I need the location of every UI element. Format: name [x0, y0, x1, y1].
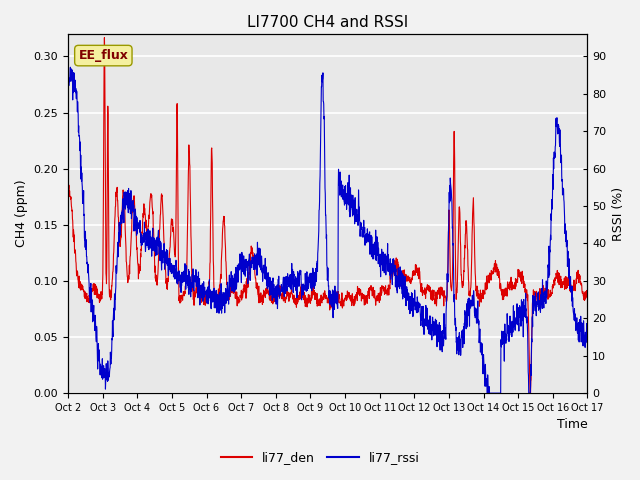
li77_den: [303, 304, 311, 310]
li77_rssi: [64, 91, 72, 97]
Line: li77_den: li77_den: [68, 37, 588, 393]
li77_den: [569, 286, 577, 291]
li77_rssi: [474, 319, 481, 324]
li77_den: [64, 184, 72, 190]
li77_rssi: [67, 64, 74, 70]
li77_den: [317, 295, 324, 300]
li77_rssi: [317, 126, 324, 132]
li77_den: [100, 35, 108, 40]
li77_rssi: [569, 295, 577, 300]
Legend: li77_den, li77_rssi: li77_den, li77_rssi: [216, 446, 424, 469]
li77_rssi: [584, 340, 591, 346]
Y-axis label: RSSI (%): RSSI (%): [612, 186, 625, 240]
li77_den: [91, 291, 99, 297]
Text: EE_flux: EE_flux: [79, 49, 128, 62]
li77_den: [569, 288, 577, 294]
li77_den: [584, 295, 591, 301]
li77_den: [474, 288, 481, 293]
li77_rssi: [91, 328, 99, 334]
X-axis label: Time: Time: [557, 419, 588, 432]
li77_rssi: [303, 270, 311, 276]
Line: li77_rssi: li77_rssi: [68, 67, 588, 393]
Y-axis label: CH4 (ppm): CH4 (ppm): [15, 180, 28, 247]
li77_rssi: [483, 390, 491, 396]
li77_rssi: [569, 302, 577, 308]
Title: LI7700 CH4 and RSSI: LI7700 CH4 and RSSI: [247, 15, 408, 30]
li77_den: [526, 390, 534, 396]
